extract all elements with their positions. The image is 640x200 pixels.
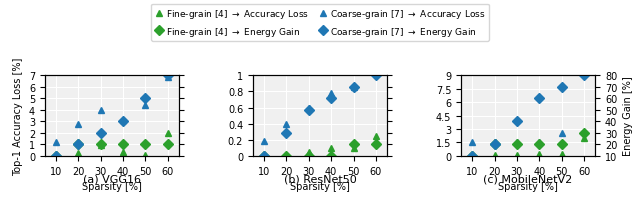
X-axis label: Sparsity [%]: Sparsity [%] [290, 181, 350, 191]
Y-axis label: Top-1 Accuracy Loss [%]: Top-1 Accuracy Loss [%] [13, 57, 23, 175]
Y-axis label: Energy Gain [%]: Energy Gain [%] [623, 76, 633, 156]
Title: (b) ResNet50: (b) ResNet50 [284, 173, 356, 183]
Title: (a) VGG16: (a) VGG16 [83, 173, 141, 183]
Legend: Fine-grain [4] $\rightarrow$ Accuracy Loss, Fine-grain [4] $\rightarrow$ Energy : Fine-grain [4] $\rightarrow$ Accuracy Lo… [151, 4, 489, 42]
X-axis label: Sparsity [%]: Sparsity [%] [82, 181, 142, 191]
Title: (c) MobileNetV2: (c) MobileNetV2 [483, 173, 573, 183]
X-axis label: Sparsity [%]: Sparsity [%] [498, 181, 558, 191]
